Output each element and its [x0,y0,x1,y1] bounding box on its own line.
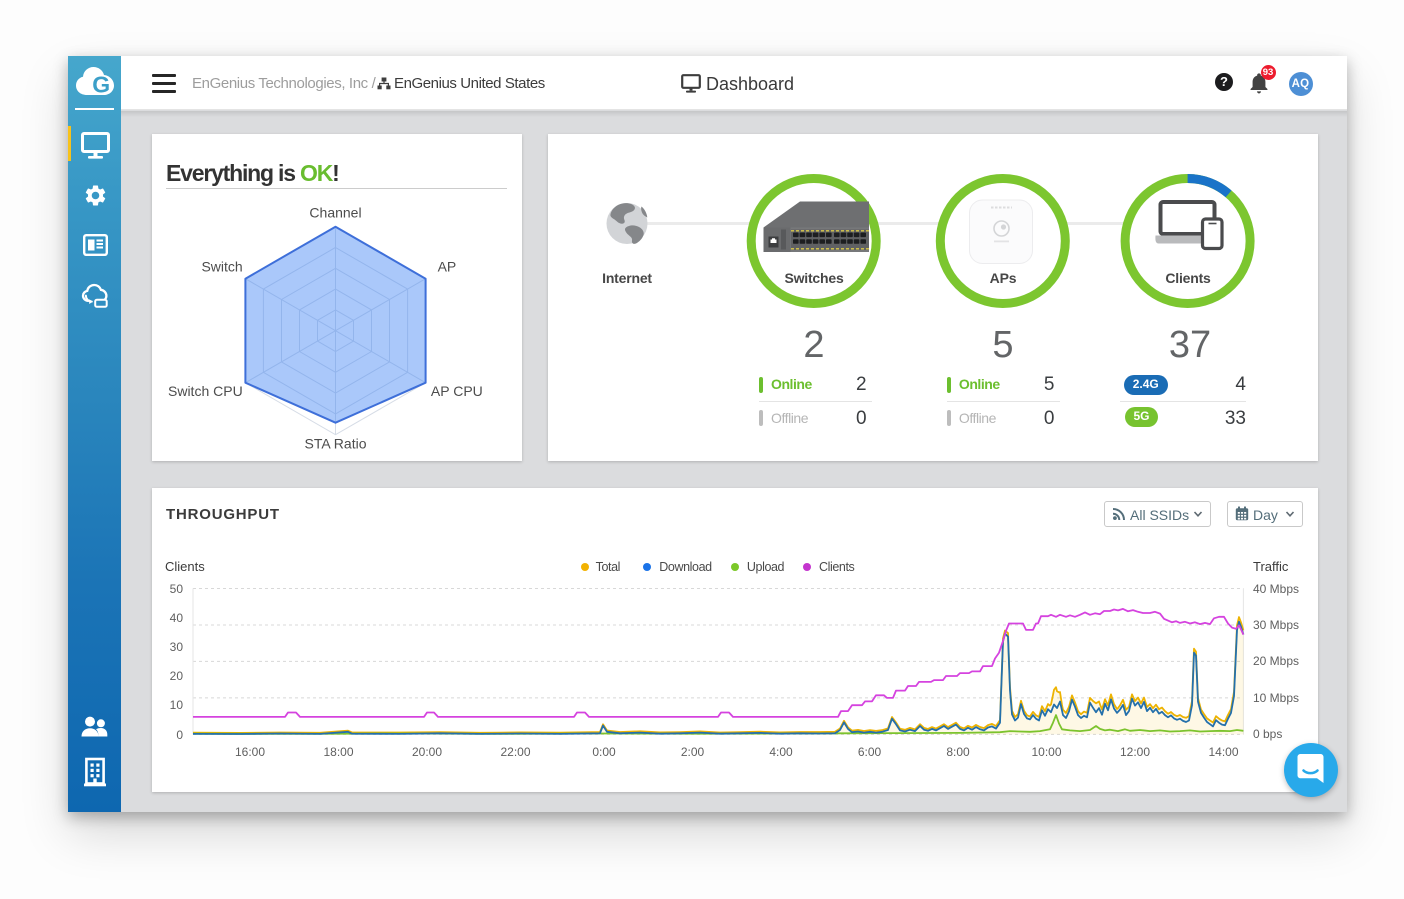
svg-text:Channel: Channel [309,205,361,221]
svg-text:AP CPU: AP CPU [431,383,483,399]
svg-text:STA Ratio: STA Ratio [305,436,367,452]
svg-text:Switch: Switch [201,259,242,275]
svg-text:AP: AP [438,259,457,275]
svg-text:G: G [92,72,110,98]
svg-text:Switch CPU: Switch CPU [168,383,243,399]
